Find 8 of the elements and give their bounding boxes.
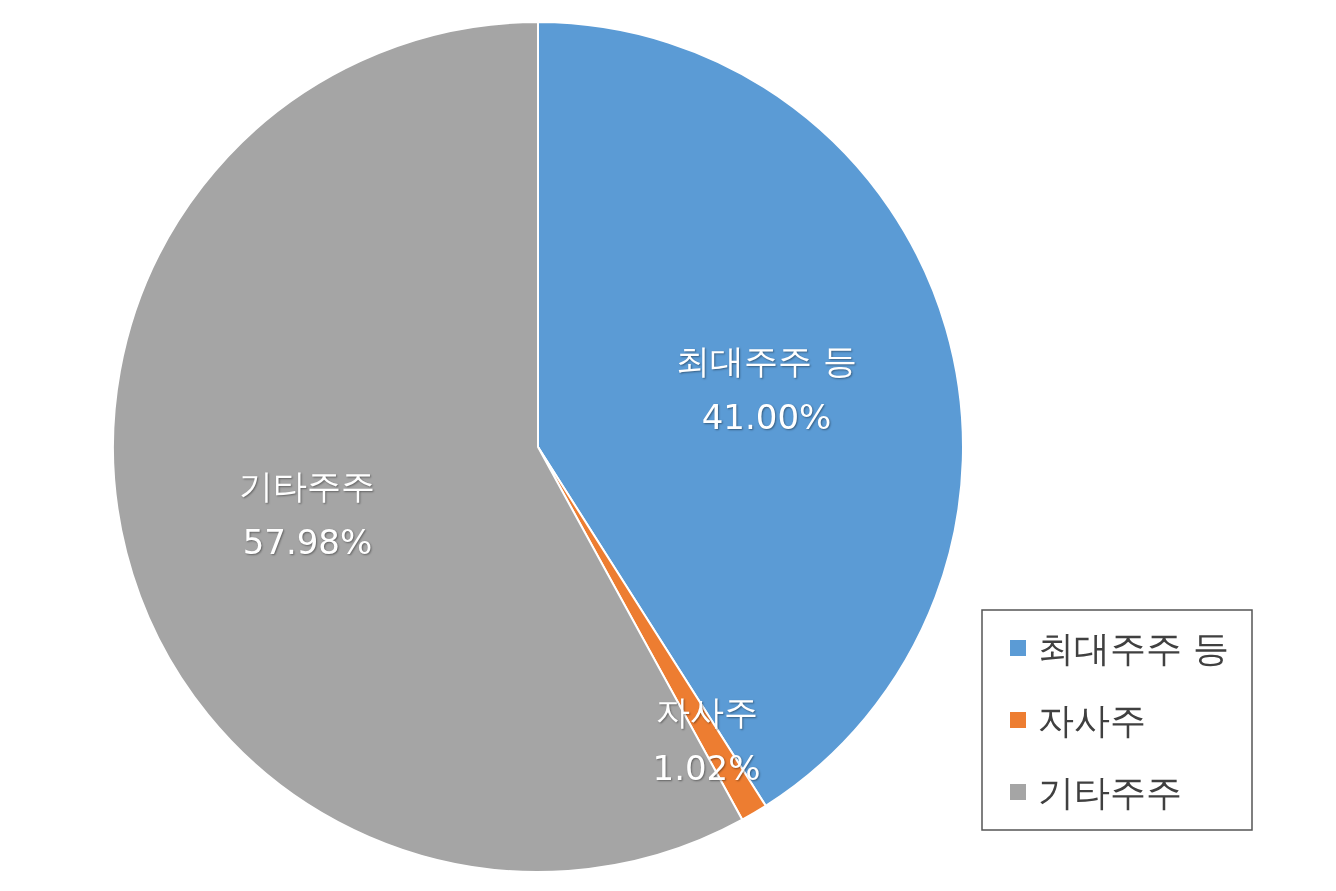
slice-label: 최대주주 등 xyxy=(676,340,857,381)
slice-label: 자사주 xyxy=(655,692,758,733)
legend-label: 최대주주 등 xyxy=(1038,628,1230,669)
slice-label: 기타주주 xyxy=(239,466,376,507)
legend-label: 기타주주 xyxy=(1038,772,1182,813)
data-label: 41.00% xyxy=(701,396,832,437)
legend-label: 자사주 xyxy=(1038,700,1146,741)
data-label: 57.98% xyxy=(242,522,373,563)
